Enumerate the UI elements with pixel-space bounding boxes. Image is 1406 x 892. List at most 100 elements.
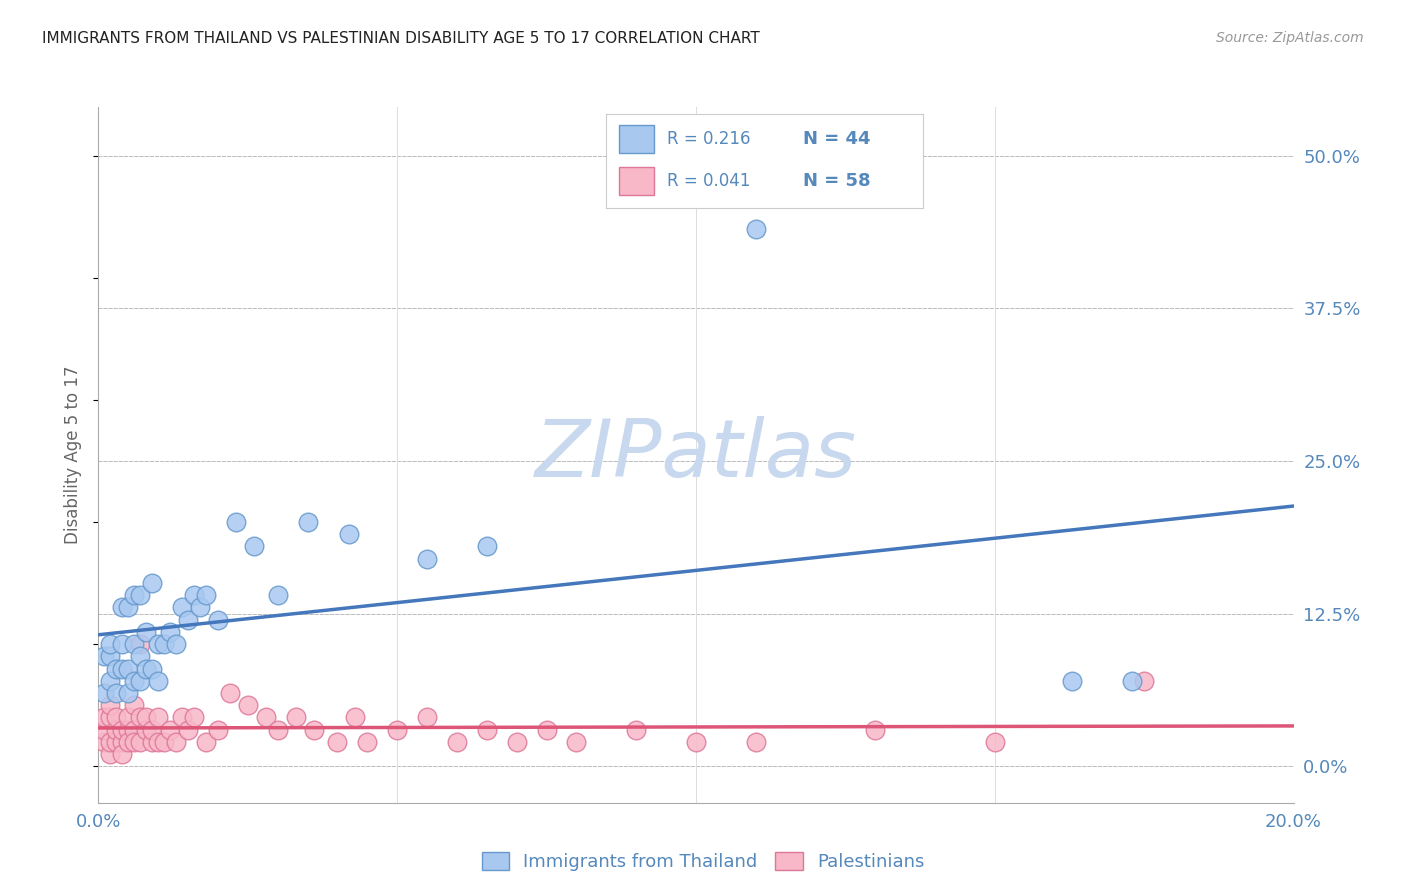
Point <box>165 637 187 651</box>
Point <box>302 723 325 737</box>
Point <box>254 710 277 724</box>
Point <box>339 527 360 541</box>
Point <box>105 686 128 700</box>
Point <box>124 588 146 602</box>
Point <box>105 735 128 749</box>
Point <box>124 735 146 749</box>
Point <box>385 723 409 737</box>
Point <box>100 735 122 749</box>
Point <box>207 723 229 737</box>
Point <box>236 698 259 713</box>
Point <box>111 661 134 675</box>
Point <box>159 624 181 639</box>
Point <box>135 710 157 724</box>
Point <box>129 735 152 749</box>
Point <box>536 723 558 737</box>
Point <box>685 735 707 749</box>
Point <box>865 723 887 737</box>
Point <box>100 673 122 688</box>
Point <box>416 710 439 724</box>
Point <box>172 600 194 615</box>
Point <box>111 600 134 615</box>
Point <box>165 735 187 749</box>
Point <box>243 540 266 554</box>
Point <box>117 600 139 615</box>
Point <box>195 588 218 602</box>
Point <box>207 613 229 627</box>
Point <box>93 649 115 664</box>
Point <box>117 661 139 675</box>
Point <box>745 222 768 236</box>
Point <box>446 735 468 749</box>
Point <box>267 588 290 602</box>
Point <box>267 723 290 737</box>
Point <box>225 515 247 529</box>
Point <box>177 723 200 737</box>
Point <box>416 551 439 566</box>
Point <box>172 710 194 724</box>
Text: ZIPatlas: ZIPatlas <box>534 416 858 494</box>
Point <box>135 624 157 639</box>
Point <box>326 735 349 749</box>
Point <box>117 686 139 700</box>
Point <box>111 747 134 761</box>
Point <box>129 649 152 664</box>
Point <box>745 735 768 749</box>
Point <box>111 723 134 737</box>
Point <box>219 686 242 700</box>
Point <box>93 735 115 749</box>
Point <box>100 649 122 664</box>
Point <box>105 710 128 724</box>
Point <box>148 673 170 688</box>
Point <box>141 735 163 749</box>
Point <box>506 735 529 749</box>
Point <box>188 600 211 615</box>
Point <box>344 710 367 724</box>
Point <box>148 637 170 651</box>
Point <box>141 661 163 675</box>
Point <box>195 735 218 749</box>
Point <box>183 710 205 724</box>
Point <box>135 661 157 675</box>
Point <box>183 588 205 602</box>
Point <box>124 698 146 713</box>
Point <box>105 723 128 737</box>
Point <box>93 686 115 700</box>
Legend: Immigrants from Thailand, Palestinians: Immigrants from Thailand, Palestinians <box>474 845 932 879</box>
Point <box>111 735 134 749</box>
Point <box>105 661 128 675</box>
Point <box>356 735 378 749</box>
Point <box>124 673 146 688</box>
Point <box>153 735 176 749</box>
Point <box>626 723 648 737</box>
Point <box>124 723 146 737</box>
Point <box>148 710 170 724</box>
Point <box>1133 673 1156 688</box>
Point <box>141 723 163 737</box>
Point <box>141 576 163 591</box>
Text: IMMIGRANTS FROM THAILAND VS PALESTINIAN DISABILITY AGE 5 TO 17 CORRELATION CHART: IMMIGRANTS FROM THAILAND VS PALESTINIAN … <box>42 31 759 46</box>
Point <box>284 710 307 724</box>
Point <box>100 698 122 713</box>
Point <box>117 735 139 749</box>
Point <box>111 637 134 651</box>
Point <box>297 515 319 529</box>
Y-axis label: Disability Age 5 to 17: Disability Age 5 to 17 <box>65 366 83 544</box>
Point <box>177 613 200 627</box>
Point <box>117 723 139 737</box>
Point <box>100 637 122 651</box>
Point <box>148 735 170 749</box>
Point <box>93 710 115 724</box>
Point <box>129 588 152 602</box>
Point <box>565 735 588 749</box>
Point <box>124 637 146 651</box>
Point <box>135 723 157 737</box>
Point <box>475 723 498 737</box>
Point <box>117 710 139 724</box>
Point <box>129 673 152 688</box>
Point <box>129 710 152 724</box>
Point <box>984 735 1007 749</box>
Point <box>1062 673 1084 688</box>
Point <box>93 723 115 737</box>
Point <box>129 637 152 651</box>
